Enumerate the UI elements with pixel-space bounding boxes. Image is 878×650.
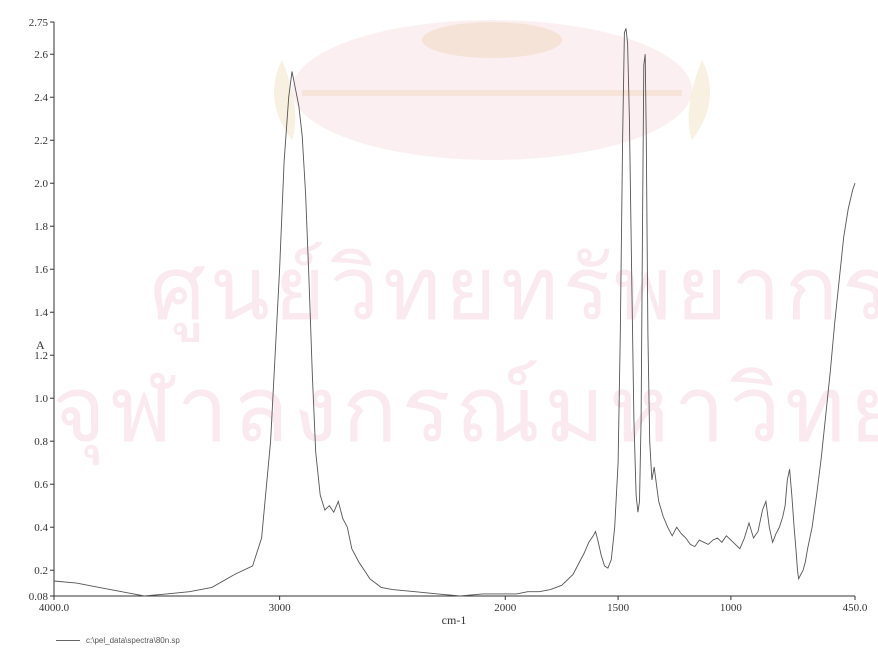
footer-filename: c:\pel_data\spectra\80n.sp [86, 636, 180, 645]
y-tick-label: 0.8 [34, 436, 48, 448]
y-tick-label: 0.6 [34, 479, 48, 491]
watermark-text-line-1: ศูนย์วิทยทรัพยากร [150, 237, 878, 340]
y-tick-label: 1.6 [34, 264, 48, 276]
y-tick-label: 2.2 [34, 135, 48, 147]
x-tick-label: 4000.0 [39, 602, 70, 614]
watermark-text-line-2: จุฬาลงกรณ์มหาวิทยาลัย [52, 356, 878, 463]
y-tick-label: 0.2 [34, 565, 48, 577]
y-tick-label: 2.6 [34, 49, 48, 61]
x-tick-label: 450.0 [843, 602, 868, 614]
y-tick-label: 0.08 [29, 591, 49, 603]
y-axis-ticks: 2.75 2.6 2.4 2.2 2.0 1.8 1.6 1.4 1.2 1.0 0.8 0.6 0.4… [29, 17, 54, 603]
x-tick-label: 1500 [607, 602, 630, 614]
y-tick-label: 1.8 [34, 221, 48, 233]
x-tick-label: 1000 [720, 602, 743, 614]
y-tick-label: 0.4 [34, 522, 48, 534]
y-tick-label: 2.4 [34, 92, 48, 104]
footer-filename-row: c:\pel_data\spectra\80n.sp [56, 636, 180, 645]
x-tick-label: 2000 [494, 602, 517, 614]
x-axis-ticks: 4000.0 3000 2000 1500 1000 450.0 [39, 596, 868, 614]
y-tick-label: 1.0 [34, 393, 48, 405]
legend-line-swatch [56, 640, 80, 642]
y-tick-label: 2.0 [34, 178, 48, 190]
watermark-emblem [274, 20, 710, 160]
x-axis-label: cm-1 [442, 613, 467, 627]
x-tick-label: 3000 [269, 602, 292, 614]
y-axis-label: A [36, 338, 45, 352]
y-tick-label: 2.75 [29, 17, 49, 29]
y-tick-label: 1.4 [34, 307, 48, 319]
axes [53, 22, 855, 597]
series-line [53, 28, 856, 597]
y-tick-label: 1.2 [34, 350, 48, 362]
